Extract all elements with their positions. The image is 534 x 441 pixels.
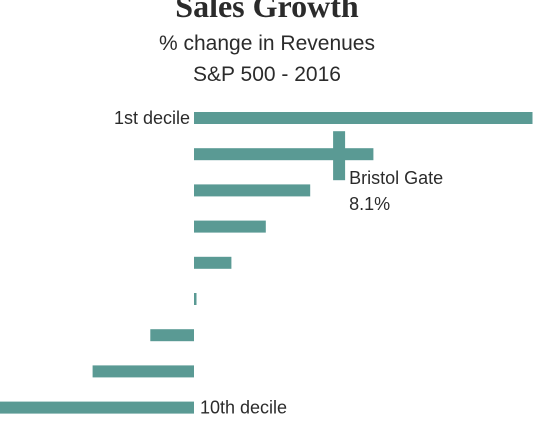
bar-decile-5 bbox=[194, 256, 232, 269]
bar-decile-2 bbox=[194, 148, 374, 161]
bar-decile-4 bbox=[194, 220, 266, 233]
bar-decile-6 bbox=[194, 293, 197, 305]
category-label-first: 1st decile bbox=[114, 108, 190, 128]
bars-group bbox=[0, 112, 533, 414]
bar-decile-8 bbox=[92, 365, 194, 378]
chart-subtitle-line-1: % change in Revenues bbox=[159, 32, 375, 55]
bar-decile-7 bbox=[150, 329, 194, 342]
chart-title: Sales Growth bbox=[175, 0, 359, 24]
bar-decile-1 bbox=[194, 112, 533, 124]
annotation-value: 8.1% bbox=[349, 194, 390, 214]
sales-growth-bar-chart: 1st decile 10th decile Bristol Gate 8.1% bbox=[0, 108, 533, 418]
labels-group: 1st decile 10th decile bbox=[114, 108, 287, 418]
category-label-last: 10th decile bbox=[200, 398, 287, 418]
chart-subtitle-line-2: S&P 500 - 2016 bbox=[193, 63, 341, 86]
bar-decile-3 bbox=[194, 184, 311, 197]
annotation-name: Bristol Gate bbox=[349, 168, 443, 188]
bristol-gate-marker-tick bbox=[333, 131, 346, 181]
bar-decile-9 bbox=[0, 401, 194, 414]
bristol-gate-marker: Bristol Gate 8.1% bbox=[333, 131, 443, 214]
